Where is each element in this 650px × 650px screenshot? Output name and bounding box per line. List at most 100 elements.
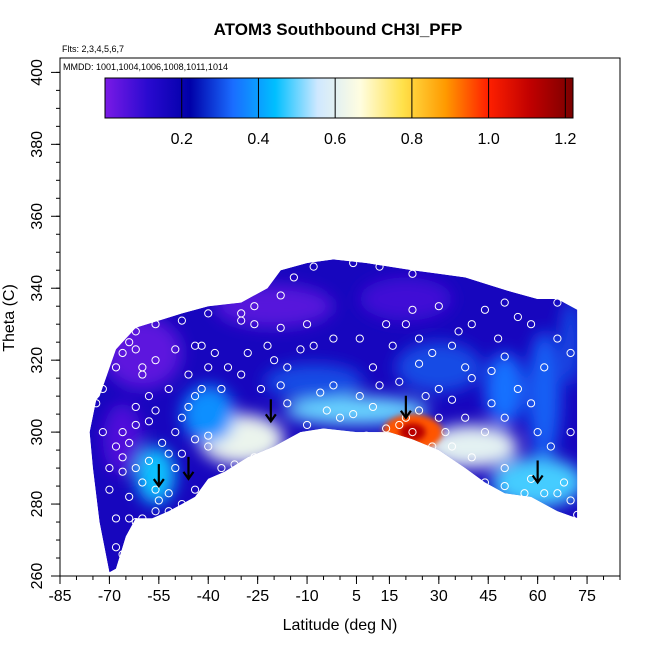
sample-point xyxy=(368,402,378,412)
sample-point xyxy=(144,392,154,401)
sample-point xyxy=(368,363,378,372)
sample-point xyxy=(151,507,160,516)
sample-point xyxy=(177,413,186,422)
sample-point xyxy=(434,262,443,271)
sample-point xyxy=(131,402,140,412)
sample-point xyxy=(105,348,114,358)
sample-point xyxy=(217,384,226,394)
sample-point xyxy=(500,413,509,422)
sample-point xyxy=(382,320,391,329)
sample-point xyxy=(349,410,358,419)
sample-point xyxy=(154,496,163,505)
sample-point xyxy=(204,442,213,451)
sample-point xyxy=(408,269,417,278)
field-feature xyxy=(181,385,235,443)
sample-point xyxy=(546,442,555,451)
sample-point xyxy=(494,334,503,343)
sample-point xyxy=(118,550,127,559)
sample-point xyxy=(414,406,424,415)
sample-point xyxy=(421,392,430,401)
sample-point xyxy=(125,492,134,501)
x-tick-label: -25 xyxy=(246,588,269,605)
sample-point xyxy=(553,298,562,307)
sample-point xyxy=(559,478,569,487)
y-tick-label: 400 xyxy=(29,59,46,86)
sample-point xyxy=(362,431,371,440)
sample-point xyxy=(118,453,127,462)
colorbar-tick-label: 1.2 xyxy=(554,131,576,148)
y-tick-label: 280 xyxy=(29,491,46,518)
sample-point xyxy=(355,334,364,343)
field-feature xyxy=(264,363,364,400)
sample-point xyxy=(329,334,338,343)
down-arrow-icon xyxy=(182,456,195,481)
sample-point xyxy=(138,535,147,545)
sample-point xyxy=(184,370,193,379)
sample-point xyxy=(190,485,200,494)
x-tick-label: -55 xyxy=(147,588,170,605)
sample-point xyxy=(144,456,154,465)
y-tick-label: 260 xyxy=(29,563,46,590)
colorbar-tick-label: 1.0 xyxy=(477,131,499,148)
sample-point xyxy=(414,334,424,343)
sample-point xyxy=(237,370,246,379)
sample-point xyxy=(276,323,285,332)
sample-point xyxy=(480,428,490,437)
colorbar-tick-label: 0.2 xyxy=(171,131,193,148)
sample-point xyxy=(250,453,259,462)
colorbar-tick-label: 0.6 xyxy=(324,131,346,148)
sample-point xyxy=(461,363,470,372)
concentration-field xyxy=(89,259,578,573)
y-axis: 260 280 300 320 340 360 380 400 xyxy=(29,59,60,589)
sample-point xyxy=(131,463,140,473)
sample-point xyxy=(461,413,470,422)
sample-point xyxy=(177,449,186,458)
sample-point xyxy=(118,467,127,476)
sample-point xyxy=(164,507,173,516)
sample-point xyxy=(434,302,443,311)
sample-point xyxy=(553,334,562,343)
sample-point xyxy=(447,442,457,451)
chart-title: ATOM3 Southbound CH3I_PFP xyxy=(214,20,463,39)
sample-point xyxy=(553,489,562,498)
sample-point xyxy=(237,309,246,318)
sample-point xyxy=(480,478,490,487)
down-arrow-icon xyxy=(264,399,277,424)
sample-point xyxy=(408,305,417,314)
sample-point xyxy=(230,460,239,469)
sample-point xyxy=(197,341,206,350)
sample-point xyxy=(197,384,206,394)
y-tick-label: 340 xyxy=(29,275,46,302)
y-axis-label: Theta (C) xyxy=(1,284,18,352)
sample-point xyxy=(171,345,180,354)
sample-point xyxy=(131,327,140,336)
sample-point xyxy=(309,341,318,350)
sample-point xyxy=(98,428,107,437)
field-feature xyxy=(396,342,482,393)
sample-point xyxy=(263,449,272,458)
sample-point xyxy=(138,370,147,379)
sample-point xyxy=(335,413,345,422)
x-tick-label: -10 xyxy=(295,588,318,605)
sample-point xyxy=(500,298,509,307)
flights-note: Flts: 2,3,4,5,6,7 xyxy=(62,44,124,54)
sample-point xyxy=(217,463,226,473)
sample-point xyxy=(223,363,233,372)
sample-point xyxy=(467,255,476,264)
sample-point xyxy=(382,424,391,433)
dates-note: MMDD: 1001,1004,1006,1008,1011,1014 xyxy=(63,62,228,72)
y-tick-label: 380 xyxy=(29,131,46,158)
sample-point xyxy=(375,381,384,390)
sample-point xyxy=(171,428,180,437)
sample-point xyxy=(210,348,219,358)
x-tick-label: 5 xyxy=(352,588,361,605)
sample-point xyxy=(355,392,364,401)
sample-point xyxy=(256,384,266,394)
sample-point xyxy=(276,291,285,300)
sample-point xyxy=(316,435,325,444)
field-feature xyxy=(527,331,561,461)
sample-point xyxy=(204,309,213,318)
sample-point xyxy=(125,338,134,347)
x-tick-label: -40 xyxy=(197,588,220,605)
sample-point xyxy=(342,435,351,444)
